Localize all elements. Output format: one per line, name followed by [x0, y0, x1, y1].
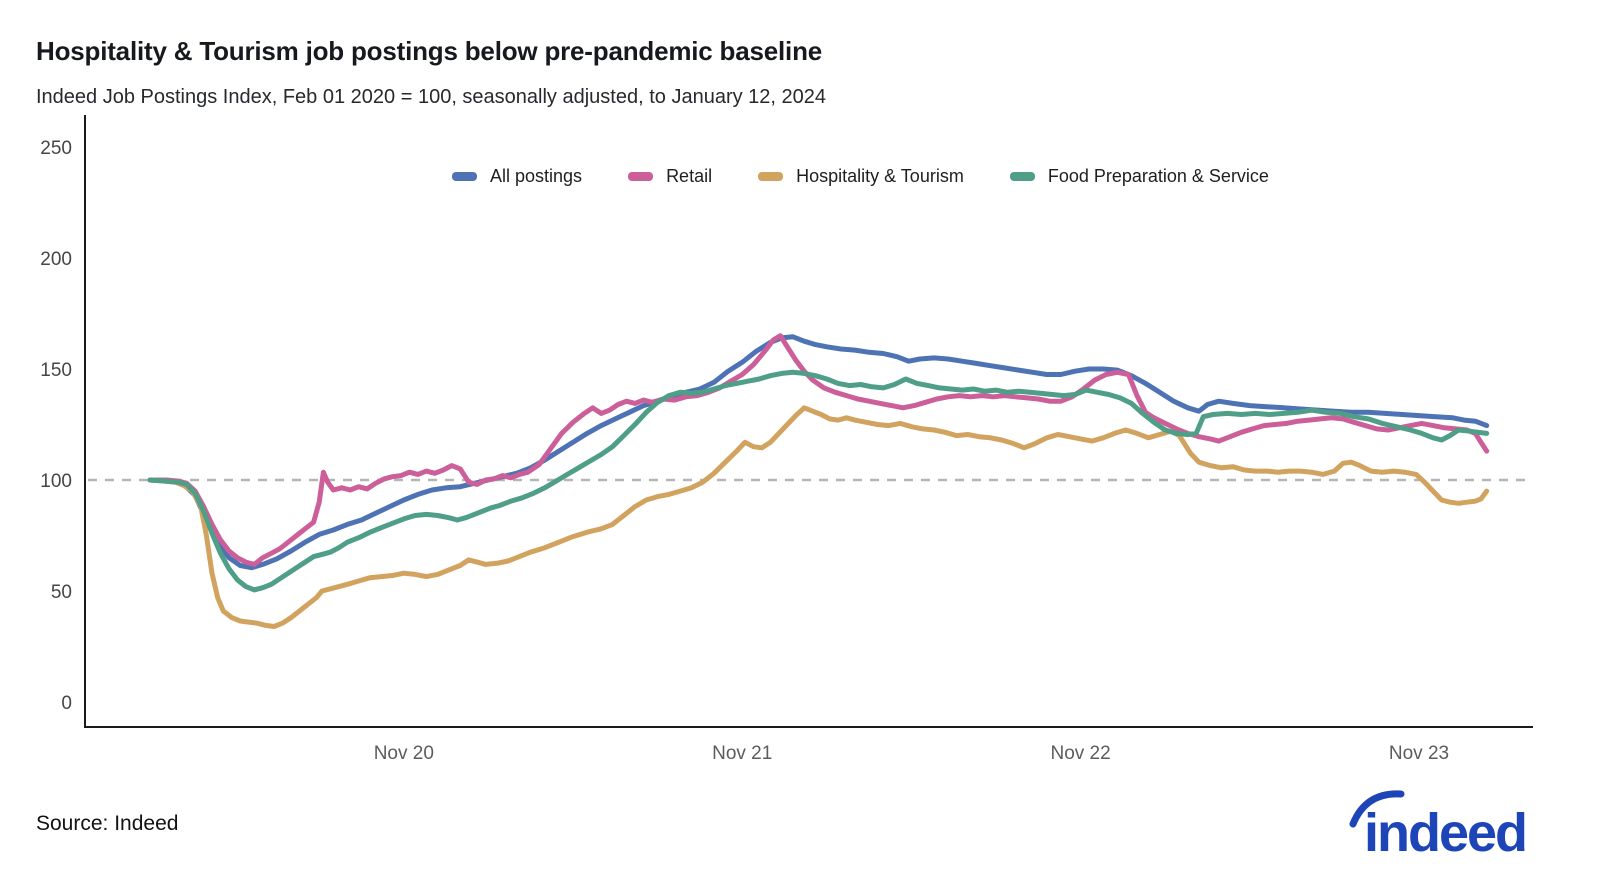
legend-item-hospitality-tourism: Hospitality & Tourism — [758, 166, 964, 187]
series-layer — [147, 333, 1490, 629]
legend-label-all-postings: All postings — [490, 166, 583, 186]
y-axis-tick-labels: 0 50 100 150 200 250 — [40, 138, 72, 714]
indeed-logo: indeed — [1349, 790, 1528, 863]
chart-subtitle: Indeed Job Postings Index, Feb 01 2020 =… — [36, 86, 827, 108]
legend-swatch-icon-all-postings — [452, 172, 477, 181]
series-line-food-preparation-service — [147, 369, 1490, 593]
y-tick-label-0: 0 — [61, 693, 72, 714]
x-tick-label-nov-20: Nov 20 — [374, 743, 434, 764]
legend-swatch-icon-retail — [628, 172, 654, 181]
legend-swatch-icon-food-preparation-service — [1009, 172, 1035, 181]
legend-item-all-postings: All postings — [452, 166, 582, 187]
chart-title: Hospitality & Tourism job postings below… — [36, 36, 823, 66]
legend-swatch-icon-hospitality-tourism — [758, 172, 784, 181]
x-tick-label-nov-22: Nov 22 — [1050, 743, 1110, 764]
legend-label-retail: Retail — [666, 166, 713, 186]
indeed-logo-arc-icon — [1349, 790, 1405, 828]
y-tick-label-250: 250 — [40, 138, 72, 159]
legend-label-food-preparation-service: Food Preparation & Service — [1047, 166, 1269, 186]
x-tick-label-nov-23: Nov 23 — [1389, 743, 1449, 764]
x-axis-tick-labels: Nov 20 Nov 21 Nov 22 Nov 23 — [374, 743, 1449, 764]
series-line-all-postings — [147, 334, 1490, 571]
x-tick-label-nov-21: Nov 21 — [712, 743, 772, 764]
legend: All postings Retail Hospitality & Tourism F… — [452, 166, 1269, 187]
series-line-retail — [147, 333, 1490, 567]
legend-item-retail: Retail — [628, 166, 712, 187]
y-tick-label-50: 50 — [51, 582, 72, 603]
legend-item-food-preparation-service: Food Preparation & Service — [1009, 166, 1269, 187]
indeed-logo-text: indeed — [1364, 803, 1526, 863]
y-tick-label-200: 200 — [40, 249, 72, 270]
series-line-hospitality-tourism — [147, 405, 1490, 629]
legend-label-hospitality-tourism: Hospitality & Tourism — [796, 166, 964, 186]
source-note: Source: Indeed — [36, 812, 179, 835]
y-tick-label-100: 100 — [40, 471, 72, 492]
y-tick-label-150: 150 — [40, 360, 72, 381]
